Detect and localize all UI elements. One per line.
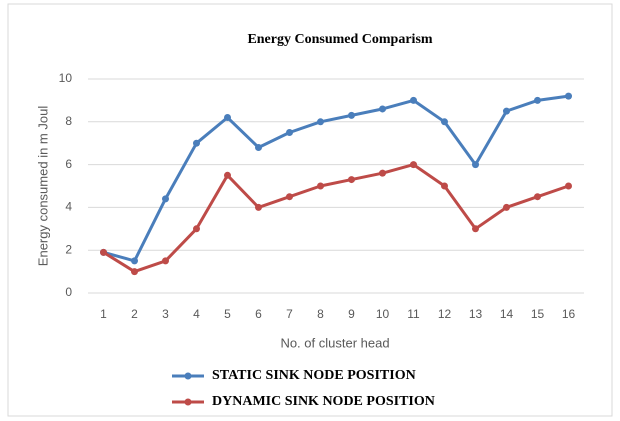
data-point (472, 225, 479, 233)
data-point (255, 203, 262, 211)
data-point (224, 114, 231, 122)
x-tick-label: 6 (255, 307, 262, 321)
x-tick-label: 3 (162, 307, 169, 321)
data-point (534, 193, 541, 201)
y-tick-label: 10 (59, 71, 73, 85)
data-point (565, 92, 572, 100)
data-point (410, 96, 417, 104)
data-point (224, 171, 231, 179)
x-tick-label: 15 (531, 307, 545, 321)
data-point (565, 182, 572, 190)
frame (7, 3, 613, 417)
y-tick-label: 2 (65, 242, 72, 256)
data-point (193, 139, 200, 147)
data-point (379, 105, 386, 113)
y-tick-label: 0 (65, 285, 72, 299)
x-tick-label: 10 (376, 307, 390, 321)
legend-marker (184, 372, 192, 380)
x-tick-label: 5 (224, 307, 231, 321)
x-tick-label: 11 (407, 307, 420, 321)
series-line (103, 94, 569, 263)
data-point (131, 268, 138, 276)
legend-label: DYNAMIC SINK NODE POSITION (212, 394, 435, 409)
data-point (317, 182, 324, 190)
data-point (534, 96, 541, 104)
x-tick-label: 1 (100, 307, 107, 321)
legend-marker (184, 398, 192, 406)
x-tick-label: 7 (286, 307, 293, 321)
data-point (503, 203, 510, 211)
data-point (162, 195, 169, 203)
data-point (193, 225, 200, 233)
legend-label: STATIC SINK NODE POSITION (212, 368, 416, 383)
data-point (286, 129, 293, 136)
data-point (162, 257, 169, 265)
data-point (317, 118, 324, 126)
x-tick-label: 13 (469, 307, 483, 321)
chart-title: Energy Consumed Comparism (247, 32, 432, 47)
data-point (441, 118, 448, 126)
x-tick-label: 2 (131, 307, 138, 321)
data-point (410, 161, 417, 169)
x-tick-label: 14 (500, 307, 514, 321)
data-point (441, 182, 448, 190)
data-point (131, 257, 138, 265)
data-point (348, 111, 355, 119)
x-tick-label: 8 (317, 307, 324, 321)
data-point (100, 248, 107, 256)
y-tick-label: 4 (65, 200, 72, 214)
data-point (472, 161, 479, 169)
y-axis-label: Energy consumed in m Joul (35, 106, 50, 267)
data-point (503, 107, 510, 115)
series-line (102, 163, 569, 274)
x-tick-label: 9 (348, 307, 355, 321)
x-tick-label: 12 (438, 307, 452, 321)
x-tick-label: 16 (562, 307, 576, 321)
data-point (379, 169, 386, 177)
data-point (286, 193, 293, 201)
x-axis-label: No. of cluster head (280, 335, 389, 350)
y-tick-label: 6 (65, 157, 72, 171)
data-point (255, 143, 262, 151)
data-point (348, 176, 355, 184)
y-tick-label: 8 (65, 114, 72, 128)
x-tick-label: 4 (193, 307, 200, 321)
